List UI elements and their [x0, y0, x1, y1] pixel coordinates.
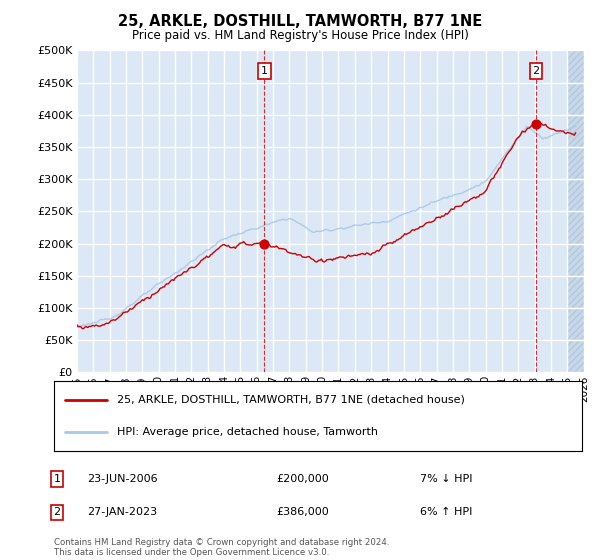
Text: 1: 1: [261, 66, 268, 76]
Text: 7% ↓ HPI: 7% ↓ HPI: [420, 474, 473, 484]
Point: [260, 239, 269, 248]
Text: 25, ARKLE, DOSTHILL, TAMWORTH, B77 1NE: 25, ARKLE, DOSTHILL, TAMWORTH, B77 1NE: [118, 14, 482, 29]
Point: [531, 119, 541, 128]
Text: Contains HM Land Registry data © Crown copyright and database right 2024.
This d: Contains HM Land Registry data © Crown c…: [54, 538, 389, 557]
Text: HPI: Average price, detached house, Tamworth: HPI: Average price, detached house, Tamw…: [118, 427, 379, 437]
Text: 25, ARKLE, DOSTHILL, TAMWORTH, B77 1NE (detached house): 25, ARKLE, DOSTHILL, TAMWORTH, B77 1NE (…: [118, 395, 465, 405]
Text: £200,000: £200,000: [276, 474, 329, 484]
Text: 23-JUN-2006: 23-JUN-2006: [87, 474, 158, 484]
Text: 6% ↑ HPI: 6% ↑ HPI: [420, 507, 472, 517]
Bar: [568, 50, 584, 372]
Text: 2: 2: [532, 66, 539, 76]
Text: £386,000: £386,000: [276, 507, 329, 517]
Text: 27-JAN-2023: 27-JAN-2023: [87, 507, 157, 517]
Text: 2: 2: [53, 507, 61, 517]
Text: 1: 1: [53, 474, 61, 484]
Text: Price paid vs. HM Land Registry's House Price Index (HPI): Price paid vs. HM Land Registry's House …: [131, 29, 469, 42]
